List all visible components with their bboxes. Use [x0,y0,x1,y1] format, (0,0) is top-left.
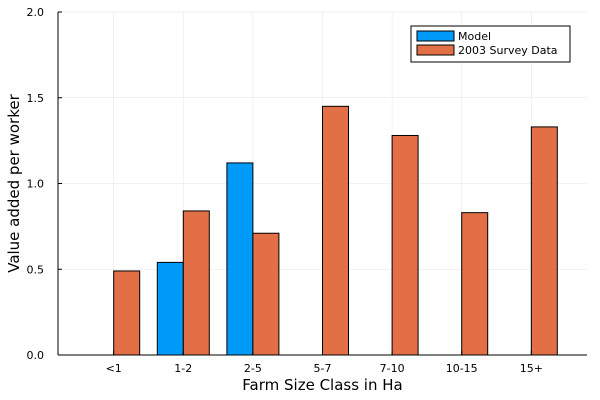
axes [57,11,587,356]
x-tick-label: 10-15 [446,362,478,375]
y-tick-label: 1.0 [27,178,45,191]
y-tick-label: 1.5 [27,92,45,105]
bar-model-2 [226,162,254,356]
bar-survey-1 [182,210,210,356]
x-tick-label: 2-5 [244,362,262,375]
y-tick-label: 0.0 [27,349,45,362]
x-axis-title: Farm Size Class in Ha [242,376,402,394]
bar-model-1 [156,261,184,356]
legend-label-survey: 2003 Survey Data [458,44,558,57]
legend-swatch-model [416,30,455,42]
x-tick-label: 5-7 [314,362,332,375]
bar-survey-2 [252,232,280,356]
y-axis-title: Value added per worker [5,93,23,272]
x-tick-label: <1 [106,362,122,375]
y-tick-label: 0.5 [27,263,45,276]
bar-survey-5 [461,212,489,356]
bar-survey-6 [530,126,558,356]
x-tick-label: 1-2 [174,362,192,375]
tick-labels: 0.0 0.5 1.0 1.5 2.0 <1 1-2 2-5 5-7 7-10 10-15 15+ [27,6,543,375]
bar-survey-3 [322,105,349,356]
bar-survey-4 [391,134,419,356]
bars [113,105,558,356]
legend-label-model: Model [458,30,491,43]
x-tick-label: 7-10 [380,362,405,375]
y-tick-label: 2.0 [27,6,45,19]
bar-survey-0 [113,270,141,356]
x-tick-label: 15+ [520,362,543,375]
legend-swatch-survey [416,44,455,56]
